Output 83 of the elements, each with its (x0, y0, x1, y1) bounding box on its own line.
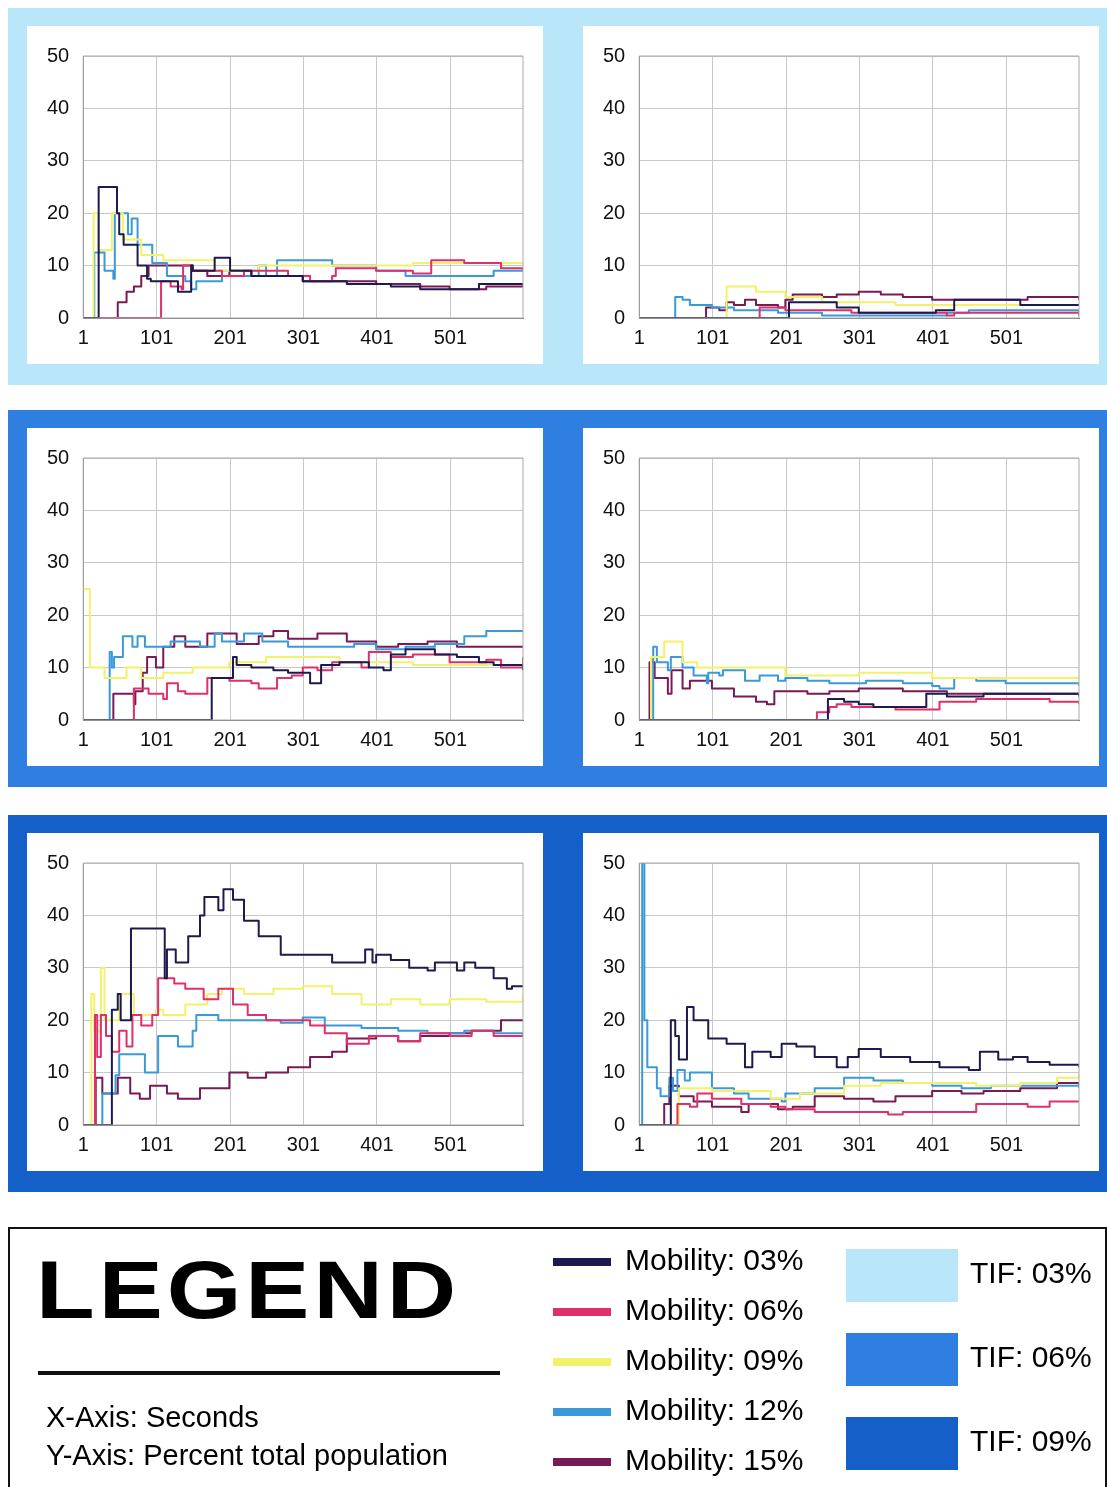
y-tick-label: 10 (603, 655, 626, 678)
x-tick-label: 101 (139, 325, 174, 348)
x-tick-label: 401 (360, 727, 394, 750)
x-tick-label: 201 (769, 325, 803, 348)
text: LEGEND (36, 1243, 461, 1335)
legend-label: Mobility: 03% (625, 1243, 804, 1276)
category-label: TIF: 03% (970, 1256, 1092, 1290)
y-tick-label: 0 (58, 305, 70, 328)
x-tick-label: 301 (286, 325, 321, 348)
y-tick-label: 40 (603, 95, 626, 118)
y-tick-label: 40 (47, 902, 70, 925)
x-tick-label: 1 (633, 325, 645, 348)
x-tick-label: 201 (769, 727, 803, 750)
x-tick-label: 101 (139, 727, 174, 750)
x-tick-label: 501 (433, 727, 468, 750)
category-label: TIF: 09% (970, 1424, 1092, 1458)
y-tick-label: 30 (603, 550, 626, 573)
y-tick-label: 0 (58, 707, 70, 730)
x-tick-label: 201 (769, 1132, 803, 1155)
legend-label: Mobility: 12% (625, 1393, 804, 1426)
x-tick-label: 201 (213, 325, 247, 348)
y-tick-label: 50 (603, 445, 626, 468)
y-tick-label: 50 (603, 43, 626, 66)
y-tick-label: 40 (47, 95, 70, 118)
y-tick-label: 20 (47, 200, 70, 223)
y-tick-label: 0 (614, 707, 626, 730)
x-tick-label: 501 (989, 1132, 1024, 1155)
x-tick-label: 301 (286, 1132, 321, 1155)
x-tick-label: 101 (695, 1132, 730, 1155)
x-tick-label: 1 (77, 727, 89, 750)
y-tick-label: 30 (47, 550, 70, 573)
x-tick-label: 301 (842, 325, 877, 348)
y-tick-label: 10 (603, 253, 626, 276)
y-tick-label: 50 (47, 445, 70, 468)
y-tick-label: 50 (47, 850, 70, 873)
x-tick-label: 101 (695, 325, 730, 348)
y-tick-label: 30 (603, 955, 626, 978)
x-tick-label: 401 (360, 1132, 394, 1155)
y-tick-label: 10 (47, 253, 70, 276)
y-tick-label: 10 (47, 1060, 70, 1083)
y-tick-label: 0 (614, 305, 626, 328)
y-tick-label: 30 (47, 955, 70, 978)
legend-label: Mobility: 06% (625, 1293, 804, 1326)
y-tick-label: 30 (47, 148, 70, 171)
category-label: TIF: 06% (970, 1340, 1092, 1374)
legend-label: Mobility: 15% (625, 1443, 804, 1476)
y-tick-label: 0 (58, 1112, 70, 1135)
y-tick-label: 20 (47, 1007, 70, 1030)
x-tick-label: 1 (77, 325, 89, 348)
y-tick-label: 0 (614, 1112, 626, 1135)
x-tick-label: 201 (213, 1132, 247, 1155)
y-tick-label: 30 (603, 148, 626, 171)
y-tick-label: 40 (603, 902, 626, 925)
x-tick-label: 101 (695, 727, 730, 750)
x-tick-label: 501 (989, 325, 1024, 348)
x-tick-label: 201 (213, 727, 247, 750)
y-tick-label: 20 (603, 602, 626, 625)
x-tick-label: 401 (916, 727, 950, 750)
x-tick-label: 1 (633, 727, 645, 750)
x-tick-label: 1 (633, 1132, 645, 1155)
x-tick-label: 301 (842, 1132, 877, 1155)
x-tick-label: 401 (916, 325, 950, 348)
y-tick-label: 50 (47, 43, 70, 66)
x-tick-label: 401 (360, 325, 394, 348)
text: Y-Axis: Percent total population (46, 1439, 448, 1471)
y-tick-label: 40 (47, 497, 70, 520)
x-tick-label: 301 (286, 727, 321, 750)
x-tick-label: 301 (842, 727, 877, 750)
y-tick-label: 10 (47, 655, 70, 678)
x-tick-label: 101 (139, 1132, 174, 1155)
x-tick-label: 1 (77, 1132, 89, 1155)
y-tick-label: 10 (603, 1060, 626, 1083)
x-tick-label: 401 (916, 1132, 950, 1155)
y-tick-label: 20 (47, 602, 70, 625)
text: X-Axis: Seconds (46, 1401, 259, 1433)
x-tick-label: 501 (989, 727, 1024, 750)
y-tick-label: 50 (603, 850, 626, 873)
y-tick-label: 20 (603, 1007, 626, 1030)
x-tick-label: 501 (433, 325, 468, 348)
x-tick-label: 501 (433, 1132, 468, 1155)
y-tick-label: 40 (603, 497, 626, 520)
legend-label: Mobility: 09% (625, 1343, 804, 1376)
y-tick-label: 20 (603, 200, 626, 223)
